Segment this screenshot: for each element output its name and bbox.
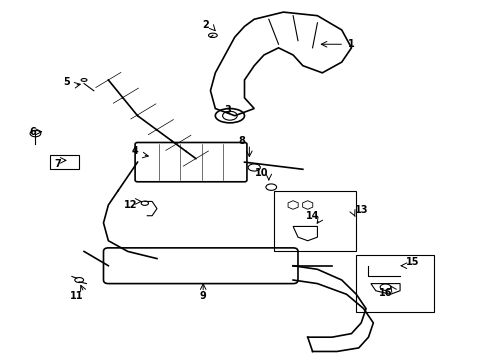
Text: 1: 1 xyxy=(347,39,354,49)
Text: 8: 8 xyxy=(238,136,245,146)
Text: 14: 14 xyxy=(305,211,319,221)
Text: 10: 10 xyxy=(254,168,268,178)
Text: 3: 3 xyxy=(224,105,230,115)
Text: 6: 6 xyxy=(30,127,36,137)
Bar xyxy=(273,191,356,251)
Bar xyxy=(356,255,433,312)
Text: 15: 15 xyxy=(405,257,418,267)
Text: 13: 13 xyxy=(354,205,367,215)
Text: 9: 9 xyxy=(200,291,206,301)
Text: 16: 16 xyxy=(378,288,391,297)
Text: 4: 4 xyxy=(131,147,138,157)
Text: 12: 12 xyxy=(123,200,137,210)
Text: 7: 7 xyxy=(54,159,61,169)
Text: 11: 11 xyxy=(70,291,83,301)
Text: 5: 5 xyxy=(63,77,70,87)
Text: 2: 2 xyxy=(202,19,208,30)
